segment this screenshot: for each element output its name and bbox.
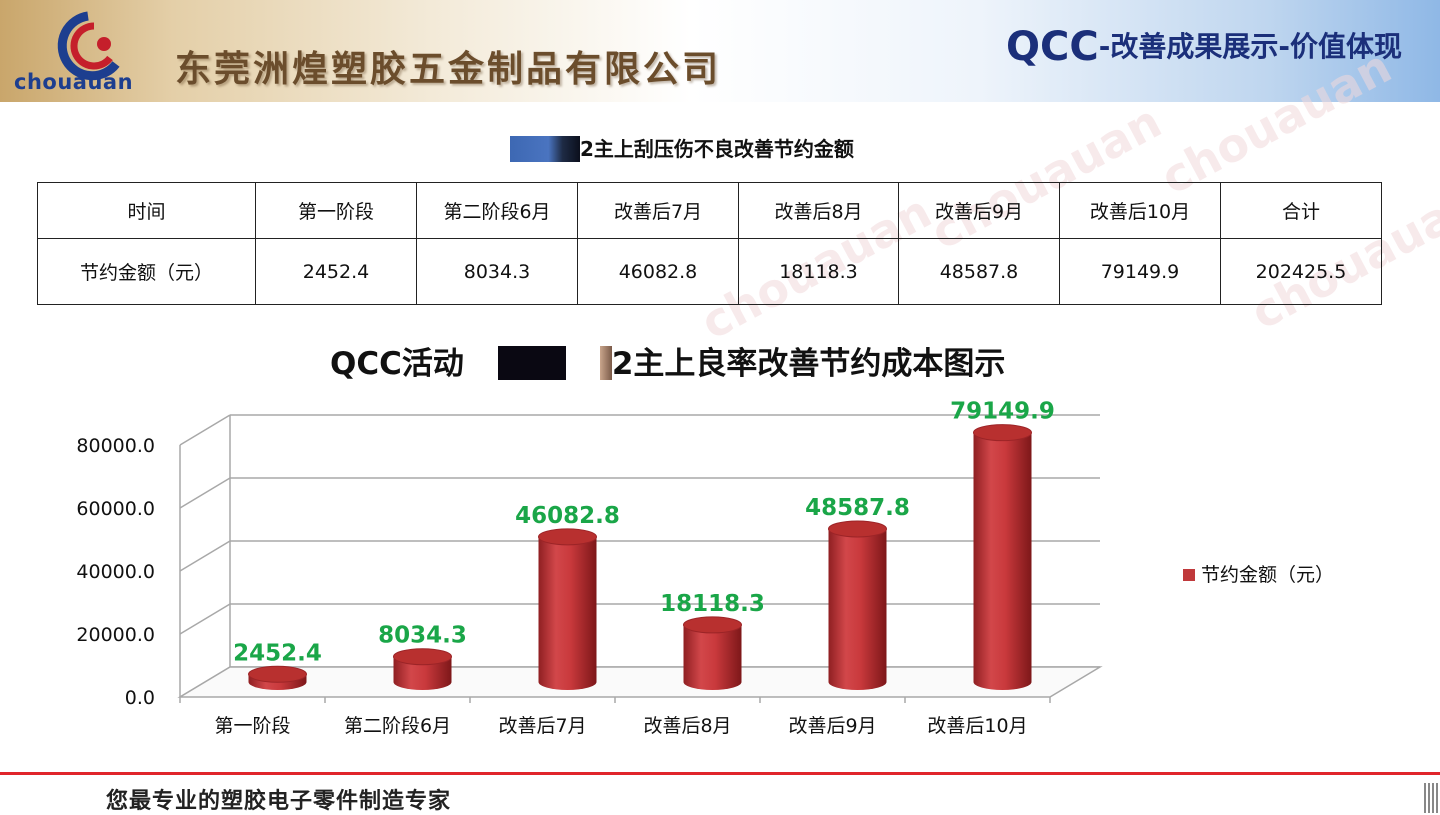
page-heading: QCC-改善成果展示-价值体现: [1006, 24, 1402, 70]
heading-qcc: QCC: [1006, 24, 1099, 70]
data-label: 48587.8: [805, 495, 910, 521]
x-tick-label: 改善后7月: [498, 715, 586, 737]
legend-swatch: [1183, 569, 1195, 581]
bar-top: [973, 424, 1032, 442]
x-tick-label: 改善后8月: [643, 715, 731, 737]
table-cell: 8034.3: [416, 238, 578, 305]
gridline-depth: [179, 603, 231, 635]
table-cell: 79149.9: [1059, 238, 1221, 305]
data-label: 46082.8: [515, 503, 620, 529]
logo-wordmark: chouauan: [14, 70, 134, 94]
footer-corner-mark: [1424, 783, 1440, 813]
heading-rest: -改善成果展示-价值体现: [1098, 30, 1402, 63]
row-label-cell: 节约金额（元）: [37, 238, 256, 305]
table-header-cell: 第一阶段: [255, 182, 417, 239]
gridline-depth: [179, 477, 231, 509]
bar: [683, 624, 742, 690]
savings-table: 时间 第一阶段 第二阶段6月 改善后7月 改善后8月 改善后9月 改善后10月 …: [37, 182, 1382, 305]
bar: [828, 528, 887, 690]
table-header-cell: 改善后7月: [577, 182, 739, 239]
table-title: 2主上刮压伤不良改善节约金额: [510, 133, 930, 162]
bar-top: [248, 665, 307, 683]
header-banner: chouauan 东莞洲煌塑胶五金制品有限公司 QCC-改善成果展示-价值体现: [0, 0, 1440, 102]
table-cell: 2452.4: [255, 238, 417, 305]
x-tick-label: 改善后9月: [788, 715, 876, 737]
chart-legend: 节约金额（元）: [1183, 560, 1334, 587]
chart-floor: [177, 666, 1103, 698]
data-label: 8034.3: [378, 623, 467, 649]
y-tick-label: 60000.0: [76, 498, 155, 520]
bar-top: [393, 648, 452, 666]
data-label: 79149.9: [950, 399, 1055, 425]
bar: [393, 656, 452, 690]
data-label: 2452.4: [233, 640, 322, 666]
table-header-row: 时间 第一阶段 第二阶段6月 改善后7月 改善后8月 改善后9月 改善后10月 …: [37, 182, 1382, 239]
bar: [973, 432, 1032, 690]
chart-title-prefix: QCC活动: [330, 346, 464, 382]
y-tick-label: 40000.0: [76, 561, 155, 583]
bar-chart: 0.0 20000.0 40000.0 60000.0 80000.0 2452.4 第一阶…: [76, 399, 1103, 737]
company-name: 东莞洲煌塑胶五金制品有限公司: [175, 48, 722, 90]
y-tick-label: 20000.0: [76, 624, 155, 646]
bar: [538, 536, 597, 690]
table-cell: 46082.8: [577, 238, 739, 305]
data-label: 18118.3: [660, 591, 765, 617]
table-header-cell: 第二阶段6月: [416, 182, 578, 239]
company-logo: [57, 11, 120, 81]
bar-top: [683, 616, 742, 634]
table-header-cell: 改善后10月: [1059, 182, 1221, 239]
x-tick-label: 第二阶段6月: [344, 715, 451, 737]
redaction-mark: [497, 346, 566, 380]
table-header-cell: 改善后8月: [738, 182, 899, 239]
y-tick-label: 0.0: [125, 687, 155, 709]
redaction-mark: [510, 136, 580, 162]
table-title-text: 2主上刮压伤不良改善节约金额: [580, 137, 854, 161]
footer-slogan: 您最专业的塑胶电子零件制造专家: [106, 788, 452, 814]
bar-top: [538, 528, 597, 546]
x-tick-label: 改善后10月: [927, 715, 1027, 737]
footer-divider: [0, 772, 1440, 775]
table-cell: 48587.8: [898, 238, 1060, 305]
table-header-cell: 改善后9月: [898, 182, 1060, 239]
chart-title-suffix: 2主上良率改善节约成本图示: [611, 346, 1006, 382]
gridline-depth: [179, 414, 231, 446]
y-tick-label: 80000.0: [76, 435, 155, 457]
total-cell: 202425.5: [1220, 238, 1382, 305]
table-row: 节约金额（元） 2452.4 8034.3 46082.8 18118.3 48…: [37, 238, 1382, 305]
table-header-cell: 时间: [37, 182, 256, 239]
table-header-cell: 合计: [1220, 182, 1382, 239]
gridline-depth: [179, 540, 231, 572]
bar-top: [828, 520, 887, 538]
redaction-mark: [599, 346, 612, 380]
x-tick-label: 第一阶段: [214, 715, 290, 737]
legend-label: 节约金额（元）: [1201, 564, 1335, 586]
table-cell: 18118.3: [738, 238, 899, 305]
chart-title: QCC活动 2主上良率改善节约成本图示: [330, 338, 1005, 382]
